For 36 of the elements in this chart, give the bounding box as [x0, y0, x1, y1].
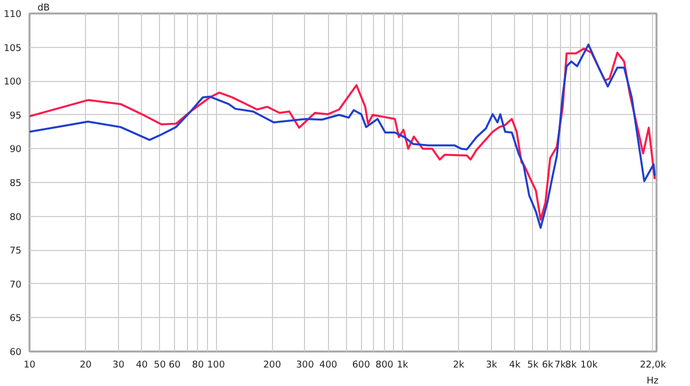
x-tick-label: 20 — [80, 360, 92, 370]
y-tick-label: 90 — [10, 144, 22, 156]
x-tick-label: 100 — [207, 360, 225, 370]
x-tick-label: 1k — [396, 360, 409, 370]
x-tick-label: 6k — [542, 360, 554, 370]
x-tick-label: 8k — [565, 360, 578, 370]
x-tick-label: 22,0k — [640, 360, 667, 370]
y-tick-label: 110 — [4, 9, 22, 20]
y-tick-label: 75 — [10, 246, 22, 257]
x-tick-label: 200 — [263, 360, 282, 370]
y-tick-label: 80 — [10, 212, 22, 223]
y-tick-label: 70 — [10, 279, 22, 290]
x-tick-label: 5k — [527, 360, 540, 370]
x-tick-label: 10 — [24, 360, 36, 370]
x-tick-label: 4k — [509, 360, 522, 370]
x-tick-label: 7k — [554, 360, 566, 370]
x-tick-label: 3k — [486, 360, 498, 370]
y-tick-label: 65 — [10, 313, 22, 324]
x-tick-label: 10k — [580, 360, 598, 370]
x-tick-label: 400 — [319, 360, 338, 370]
y-tick-label: 100 — [4, 76, 22, 88]
y-tick-label: 95 — [10, 110, 22, 122]
x-tick-label: 2k — [453, 360, 465, 370]
y-tick-label: 60 — [10, 347, 22, 358]
x-tick-label: 60 — [168, 360, 181, 370]
y-tick-label: 85 — [10, 178, 22, 189]
x-tick-label: 600 — [352, 360, 370, 370]
x-tick-label: 30 — [112, 360, 124, 370]
x-tick-label: 50 — [154, 360, 166, 370]
y-axis-title: dB — [38, 2, 50, 14]
x-tick-label: 80 — [192, 360, 204, 370]
x-tick-label: 300 — [296, 360, 314, 370]
y-tick-label: 105 — [4, 42, 22, 54]
x-tick-label: 800 — [376, 360, 394, 370]
x-axis-title: Hz — [646, 376, 659, 386]
x-tick-label: 40 — [136, 360, 148, 370]
